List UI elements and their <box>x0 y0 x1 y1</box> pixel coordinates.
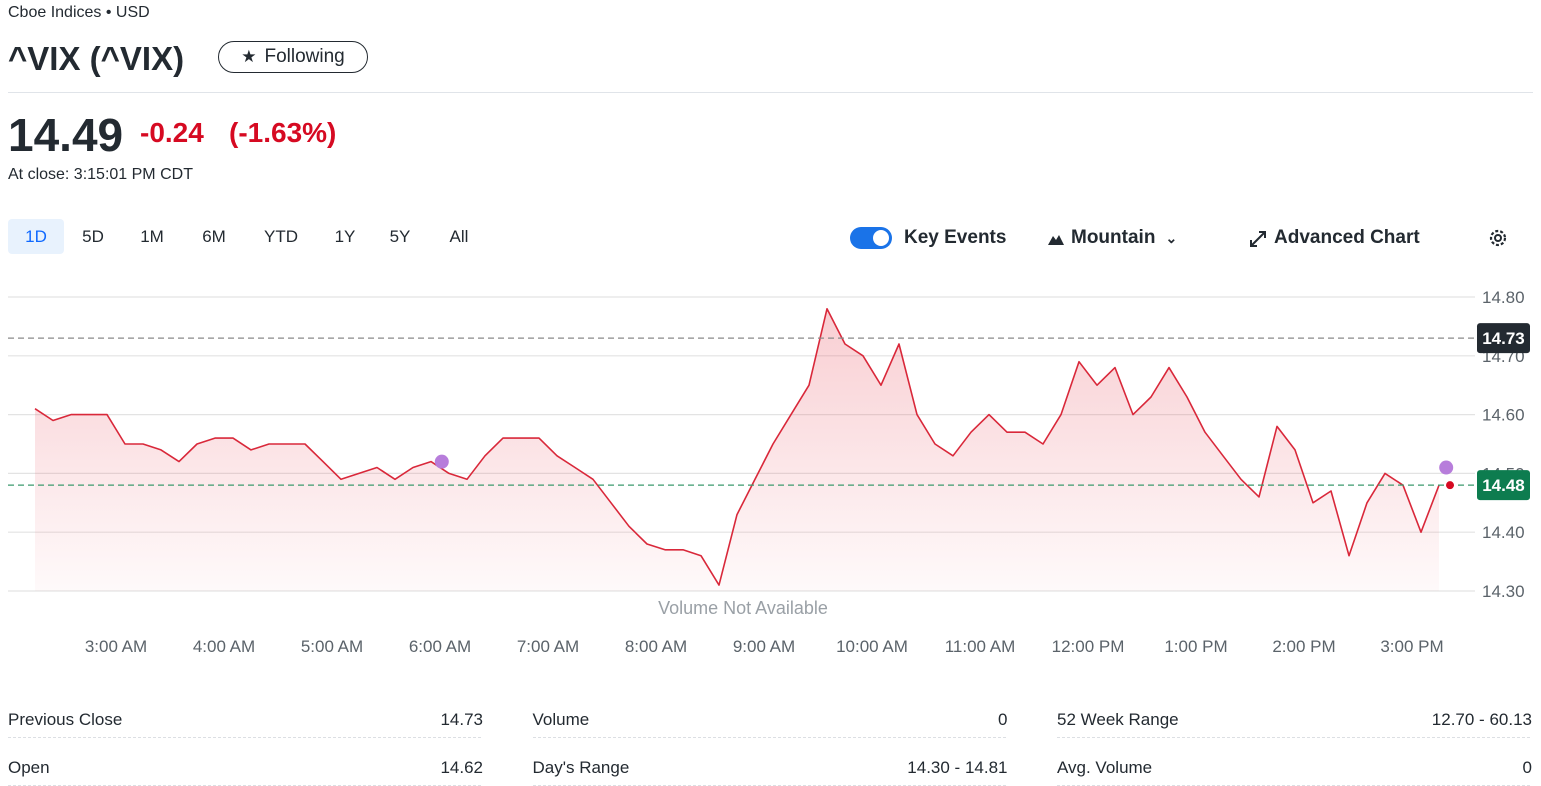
chart-type-label: Mountain <box>1071 227 1156 248</box>
key-event <box>434 454 449 469</box>
follow-label: Following <box>264 46 345 67</box>
x-tick-label: 1:00 PM <box>1164 637 1227 656</box>
x-tick-label: 3:00 PM <box>1380 637 1443 656</box>
key-events-toggle[interactable] <box>850 227 892 249</box>
stat-label: 52 Week Range <box>1057 710 1179 729</box>
range-tab[interactable]: 6M <box>202 226 226 246</box>
star-icon: ★ <box>241 47 257 66</box>
stat-label: Day's Range <box>532 758 630 777</box>
badge-label: 14.48 <box>1482 476 1525 495</box>
last-point <box>1446 481 1454 490</box>
y-tick-label: 14.30 <box>1482 582 1525 601</box>
stat-label: Previous Close <box>8 710 123 729</box>
advanced-chart[interactable]: Advanced Chart <box>1274 227 1420 248</box>
range-tab[interactable]: 1D <box>8 219 64 254</box>
follow-button[interactable]: ★ Following <box>218 41 368 73</box>
stat-divider <box>1057 737 1532 738</box>
price-badge <box>1477 323 1530 354</box>
x-tick-label: 6:00 AM <box>409 637 471 656</box>
price-badge <box>1477 470 1530 501</box>
range-tab[interactable]: 5Y <box>389 226 411 246</box>
x-tick-label: 2:00 PM <box>1272 637 1335 656</box>
stat-label: Volume <box>532 710 590 729</box>
stat-value: 14.62 <box>440 758 483 777</box>
range-tab[interactable]: 1Y <box>334 226 356 246</box>
expand-icon <box>1250 231 1266 247</box>
stat-value: 12.70 - 60.13 <box>1431 710 1532 729</box>
range-tab[interactable]: All <box>449 226 469 246</box>
price-line <box>34 308 1440 586</box>
stat-value: 0 <box>1522 758 1532 777</box>
x-tick-label: 3:00 AM <box>85 637 147 656</box>
stat-label: Open <box>8 758 50 777</box>
badge-label: 14.73 <box>1482 329 1525 348</box>
x-tick-label: 4:00 AM <box>193 637 255 656</box>
x-tick-label: 7:00 AM <box>517 637 579 656</box>
change: -0.24 <box>140 117 204 148</box>
stat-divider <box>532 737 1008 738</box>
x-tick-label: 8:00 AM <box>625 637 687 656</box>
x-tick-label: 9:00 AM <box>733 637 795 656</box>
ticker-title: ^VIX (^VIX) <box>8 40 185 77</box>
exchange: Cboe Indices • USD <box>8 4 150 21</box>
stat-value: 14.73 <box>440 710 483 729</box>
stat-label: Avg. Volume <box>1057 758 1153 777</box>
range-tab[interactable]: YTD <box>264 226 298 246</box>
mountain-icon <box>1048 235 1064 245</box>
area-fill <box>35 308 1439 591</box>
stat-value: 14.30 - 14.81 <box>907 758 1008 777</box>
annotation: Volume Not Available <box>658 598 828 618</box>
chart-type-select[interactable]: Mountain ⌄ <box>1071 227 1177 249</box>
y-tick-label: 14.80 <box>1482 288 1525 307</box>
x-tick-label: 12:00 PM <box>1052 637 1125 656</box>
x-tick-label: 11:00 AM <box>945 637 1016 656</box>
settings-icon[interactable] <box>1487 227 1509 249</box>
range-tab[interactable]: 1M <box>140 226 164 246</box>
range-tab[interactable]: 5D <box>82 226 104 246</box>
x-tick-label: 5:00 AM <box>301 637 363 656</box>
close-time: At close: 3:15:01 PM CDT <box>8 166 193 183</box>
y-tick-label: 14.40 <box>1482 523 1525 542</box>
x-tick-label: 10:00 AM <box>836 637 908 656</box>
change-percent: (-1.63%) <box>229 117 337 148</box>
divider <box>8 92 1533 93</box>
chevron: ⌄ <box>1165 230 1178 246</box>
key-events-label: Key Events <box>904 227 1007 248</box>
key-event <box>1439 460 1454 475</box>
stat-divider <box>8 737 483 738</box>
price: 14.49 <box>8 109 124 161</box>
stat-value: 0 <box>998 710 1008 729</box>
y-tick-label: 14.60 <box>1482 406 1525 425</box>
